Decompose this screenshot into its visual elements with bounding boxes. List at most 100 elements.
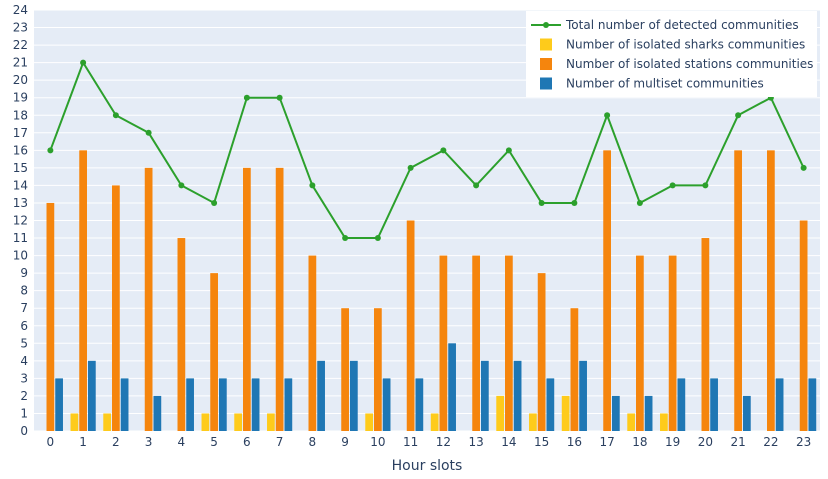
y-tick-label: 3 bbox=[20, 371, 28, 385]
bar-19-series-3 bbox=[677, 378, 686, 431]
line-point-1 bbox=[80, 59, 87, 66]
bar-22-series-3 bbox=[775, 378, 784, 431]
bar-20-series-2 bbox=[701, 238, 710, 431]
y-tick-label: 21 bbox=[13, 56, 28, 70]
y-tick-label: 20 bbox=[13, 73, 28, 87]
x-tick-label: 20 bbox=[698, 435, 713, 449]
bar-8-series-3 bbox=[317, 360, 325, 431]
bar-3-series-2 bbox=[144, 167, 153, 431]
y-tick-label: 8 bbox=[20, 284, 28, 298]
bar-0-series-2 bbox=[46, 202, 55, 431]
y-tick-label: 9 bbox=[20, 266, 28, 280]
x-tick-label: 12 bbox=[436, 435, 451, 449]
legend-marker bbox=[543, 22, 549, 28]
x-tick-label: 15 bbox=[534, 435, 549, 449]
line-point-2 bbox=[112, 112, 119, 119]
x-tick-label: 14 bbox=[501, 435, 516, 449]
bar-7-series-1 bbox=[267, 413, 275, 431]
bar-1-series-3 bbox=[87, 360, 96, 431]
bar-19-series-2 bbox=[668, 255, 677, 431]
line-point-20 bbox=[702, 182, 709, 189]
legend[interactable]: Total number of detected communities Numb… bbox=[526, 11, 817, 97]
y-tick-label: 23 bbox=[13, 21, 28, 35]
bar-13-series-3 bbox=[480, 360, 489, 431]
x-tick-label: 4 bbox=[178, 435, 186, 449]
bar-23-series-2 bbox=[799, 220, 808, 431]
x-tick-label: 6 bbox=[243, 435, 251, 449]
bar-23-series-3 bbox=[808, 378, 817, 431]
bar-6-series-2 bbox=[243, 167, 251, 431]
legend-bar-swatch bbox=[540, 77, 552, 90]
bar-7-series-2 bbox=[275, 167, 284, 431]
x-tick-label: 1 bbox=[79, 435, 87, 449]
bar-10-series-1 bbox=[365, 413, 374, 431]
y-tick-label: 6 bbox=[20, 319, 28, 333]
bar-15-series-2 bbox=[537, 273, 546, 431]
legend-item-3[interactable]: Number of multiset communities bbox=[540, 77, 764, 91]
y-tick-label: 11 bbox=[13, 231, 28, 245]
bar-20-series-3 bbox=[710, 378, 718, 431]
legend-item-0[interactable]: Total number of detected communities bbox=[531, 18, 799, 32]
bar-16-series-1 bbox=[561, 395, 570, 431]
x-tick-label: 2 bbox=[112, 435, 120, 449]
y-tick-label: 7 bbox=[20, 301, 28, 315]
x-tick-label: 13 bbox=[468, 435, 483, 449]
bar-17-series-2 bbox=[603, 150, 611, 432]
bar-11-series-2 bbox=[406, 220, 415, 431]
line-point-16 bbox=[571, 199, 578, 206]
x-tick-label: 22 bbox=[763, 435, 778, 449]
y-tick-label: 13 bbox=[13, 196, 28, 210]
legend-item-2[interactable]: Number of isolated stations communities bbox=[540, 57, 813, 71]
line-point-19 bbox=[669, 182, 676, 189]
bar-7-series-3 bbox=[284, 378, 293, 431]
x-tick-label: 23 bbox=[796, 435, 811, 449]
y-tick-label: 15 bbox=[13, 161, 28, 175]
bar-14-series-2 bbox=[505, 255, 513, 431]
y-tick-label: 0 bbox=[20, 424, 28, 438]
bar-3-series-3 bbox=[153, 395, 162, 431]
x-tick-label: 11 bbox=[403, 435, 418, 449]
bar-6-series-1 bbox=[234, 413, 243, 431]
y-tick-label: 12 bbox=[13, 214, 28, 228]
bar-12-series-1 bbox=[430, 413, 439, 431]
bar-9-series-2 bbox=[341, 308, 349, 431]
line-point-4 bbox=[178, 182, 185, 189]
legend-label: Total number of detected communities bbox=[565, 18, 799, 32]
x-tick-label: 18 bbox=[632, 435, 647, 449]
line-path bbox=[49, 60, 805, 240]
bar-14-series-1 bbox=[496, 395, 505, 431]
bar-17-series-3 bbox=[611, 395, 620, 431]
line-point-0 bbox=[47, 147, 54, 154]
x-tick-label: 16 bbox=[567, 435, 582, 449]
legend-bar-swatch bbox=[540, 38, 552, 51]
bar-2-series-3 bbox=[120, 378, 129, 431]
bar-14-series-3 bbox=[513, 360, 522, 431]
bar-1-series-2 bbox=[79, 150, 87, 432]
x-tick-label: 19 bbox=[665, 435, 680, 449]
y-tick-label: 18 bbox=[13, 108, 28, 122]
line-point-9 bbox=[342, 235, 349, 242]
legend-item-1[interactable]: Number of isolated sharks communities bbox=[540, 38, 805, 52]
bar-6-series-3 bbox=[251, 378, 260, 431]
bar-22-series-2 bbox=[767, 150, 775, 432]
line-point-14 bbox=[505, 147, 512, 154]
x-tick-label: 17 bbox=[599, 435, 614, 449]
bar-16-series-2 bbox=[570, 308, 579, 431]
y-tick-label: 2 bbox=[20, 389, 28, 403]
line-point-17 bbox=[604, 112, 611, 119]
grid-lines bbox=[34, 9, 820, 432]
y-tick-label: 19 bbox=[13, 91, 28, 105]
legend-box bbox=[526, 11, 817, 97]
bar-8-series-2 bbox=[308, 255, 317, 431]
x-axis-title: Hour slots bbox=[392, 458, 463, 474]
line-point-7 bbox=[276, 94, 283, 101]
line-series bbox=[47, 59, 807, 242]
line-point-21 bbox=[735, 112, 742, 119]
bar-15-series-3 bbox=[546, 378, 555, 431]
bar-15-series-1 bbox=[529, 413, 537, 431]
bar-0-series-3 bbox=[55, 378, 63, 431]
bar-13-series-2 bbox=[472, 255, 480, 431]
y-tick-label: 5 bbox=[20, 336, 28, 350]
